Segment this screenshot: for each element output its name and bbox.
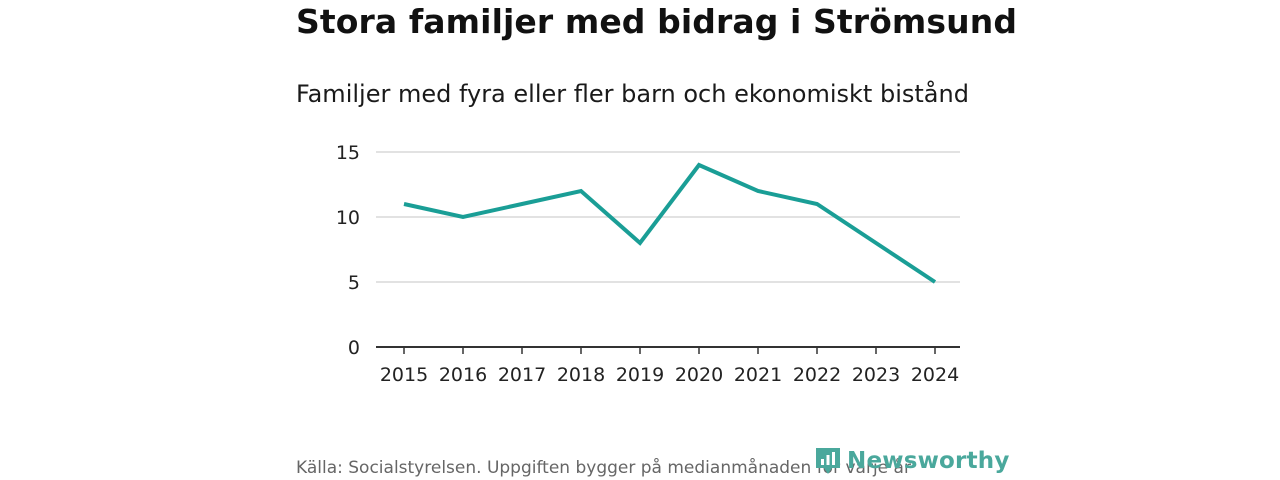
y-tick-label: 0 — [348, 337, 360, 359]
x-tick-label: 2022 — [793, 364, 841, 386]
grid-lines — [376, 151, 960, 283]
x-tick-label: 2015 — [380, 364, 428, 386]
y-tick-label: 5 — [348, 272, 360, 294]
chart-title: Stora familjer med bidrag i Strömsund — [296, 2, 1018, 41]
y-tick-label: 10 — [336, 207, 360, 229]
chart-subtitle: Familjer med fyra eller fler barn och ek… — [296, 80, 969, 108]
x-tick-label: 2024 — [911, 364, 959, 386]
y-axis-ticks: 0 5 10 15 — [336, 142, 360, 359]
x-tick-label: 2023 — [852, 364, 900, 386]
newsworthy-bars-icon — [816, 448, 840, 474]
source-note: Källa: Socialstyrelsen. Uppgiften bygger… — [296, 458, 911, 478]
logo-text: Newsworthy — [847, 448, 1010, 474]
x-tick-label: 2020 — [675, 364, 723, 386]
x-tick-label: 2018 — [557, 364, 605, 386]
x-tick-label: 2016 — [439, 364, 487, 386]
x-tick-label: 2021 — [734, 364, 782, 386]
y-tick-label: 15 — [336, 142, 360, 164]
series-layer — [403, 162, 937, 284]
x-tick-label: 2019 — [616, 364, 664, 386]
x-axis-ticks: 2015 2016 2017 2018 2019 2020 2021 2022 2023 2024 — [380, 347, 959, 386]
newsworthy-logo: Newsworthy — [815, 447, 1010, 475]
x-tick-label: 2017 — [498, 364, 546, 386]
series-line-0 — [403, 162, 937, 284]
